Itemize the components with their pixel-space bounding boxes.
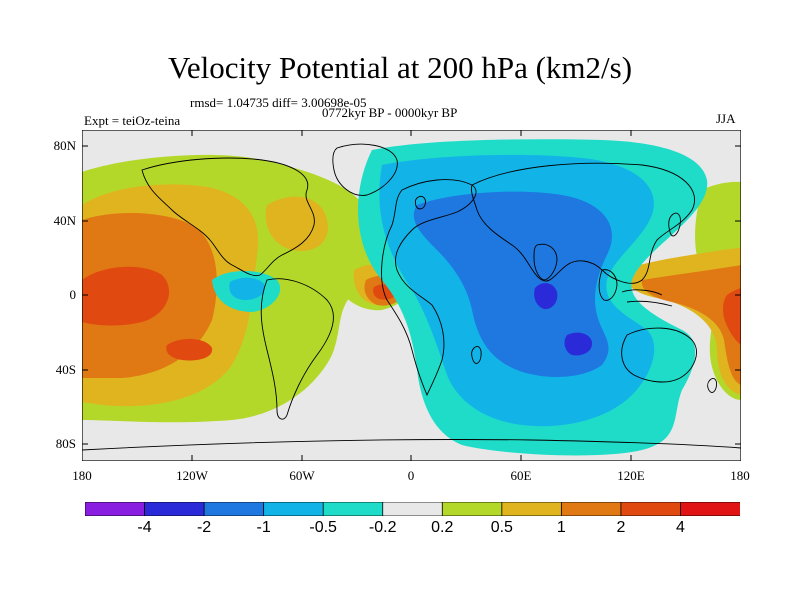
colorbar-swatch [263,502,325,516]
velocity-potential-map [82,130,741,461]
contour-pos-2-west [82,266,170,326]
contour-pos-1-east [641,265,741,385]
contour-neg-small-ca-2 [229,277,265,300]
colorbar-label: 1 [556,519,566,536]
colorbar [85,502,740,516]
colorbar-label: -0.2 [368,519,397,536]
colorbar-swatch [203,502,265,516]
y-tick-80n: 80N [53,138,76,153]
colorbar-swatch [620,502,682,516]
contour-neg-2-io [534,283,558,310]
x-tick-180w: 180 [72,468,92,483]
colorbar-label: 2 [616,519,626,536]
colorbar-swatch [382,502,444,516]
contour-neg-1 [413,191,612,377]
coastlines [82,143,741,451]
colorbar-label: 4 [676,519,685,536]
colorbar-label: -4 [137,519,152,536]
x-tick-60w: 60W [289,468,315,483]
experiment-label: Expt = teiOz-teina [84,113,181,128]
map-title: Velocity Potential at 200 hPa (km2/s) [167,50,633,85]
colorbar-label: -1 [256,519,271,536]
colorbar-swatch [322,502,384,516]
x-tick-120w: 120W [176,468,208,483]
x-tick-0: 0 [407,468,415,483]
x-tick-180e: 180 [730,468,750,483]
stats-line: rmsd= 1.04735 diff= 3.00698e-05 [190,95,367,110]
contour-neg-2-sio [564,332,593,356]
contour-pos-0p5-na [265,196,328,251]
colorbar-swatch [560,502,622,516]
y-tick-40s: 40S [55,362,76,377]
tick-marks [82,130,741,461]
x-tick-120e: 120E [617,468,645,483]
colorbar-swatch [144,502,205,516]
contour-pos-2-sp [166,338,213,361]
x-tick-60e: 60E [510,468,532,483]
y-tick-40n: 40N [53,213,76,228]
colorbar-swatch [680,502,740,516]
colorbar-swatch [85,502,146,516]
contour-pos-2-east [723,288,741,345]
season-label: JJA [716,111,736,126]
colorbar-swatch [501,502,563,516]
y-tick-80s: 80S [55,436,76,451]
colorbar-swatch [441,502,503,516]
y-tick-0: 0 [69,287,77,302]
period-label: 0772kyr BP - 0000kyr BP [322,105,458,120]
colorbar-label: 0.2 [431,519,454,536]
colorbar-label: -2 [196,519,212,536]
colorbar-label: -0.5 [309,519,337,536]
colorbar-label: 0.5 [490,519,513,536]
